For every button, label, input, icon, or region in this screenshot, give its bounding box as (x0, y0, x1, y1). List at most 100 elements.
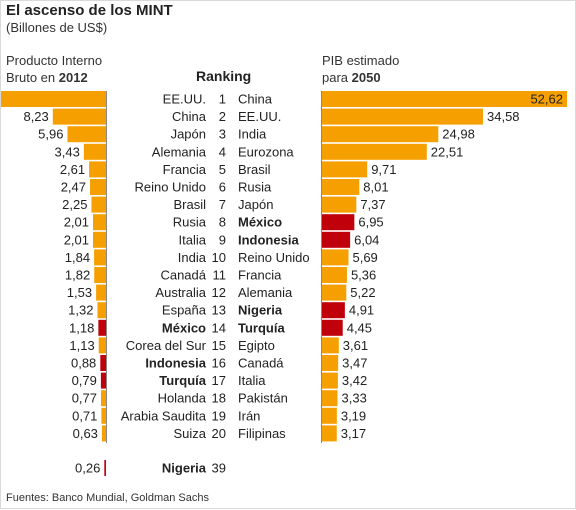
value-label-2012-15: 1,13 (69, 338, 94, 353)
value-label-2050-11: 5,36 (351, 268, 376, 283)
value-label-2012-20: 0,63 (73, 426, 98, 441)
country-label-2050-12: Alemania (238, 285, 293, 300)
country-label-2012-20: Suiza (173, 426, 206, 441)
country-label-2050-5: Brasil (238, 162, 271, 177)
country-label-2012-16: Indonesia (145, 356, 206, 371)
left-column-header: Producto Interno Bruto en 2012 (6, 52, 102, 86)
value-label-2050-5: 9,71 (371, 162, 396, 177)
rank-number-3: 3 (219, 127, 226, 142)
value-label-2012-4: 3,43 (55, 144, 80, 159)
bar-2050-20 (322, 425, 337, 442)
value-label-2050-12: 5,22 (350, 285, 375, 300)
value-label-2050-16: 3,47 (342, 356, 367, 371)
bar-2050-7 (322, 196, 357, 213)
value-label-2050-18: 3,33 (342, 391, 367, 406)
value-label-2012-12: 1,53 (67, 285, 92, 300)
bar-2012-1 (1, 91, 106, 107)
bar-2012-13 (97, 302, 106, 319)
bar-2012-7 (91, 196, 106, 213)
rank-number-16: 16 (212, 356, 226, 371)
value-label-2012-39: 0,26 (75, 461, 100, 476)
value-label-2050-2: 34,58 (487, 109, 520, 124)
value-label-2012-18: 0,77 (72, 391, 97, 406)
value-label-2050-13: 4,91 (349, 303, 374, 318)
value-label-2012-6: 2,47 (61, 180, 86, 195)
rank-number-9: 9 (219, 232, 226, 247)
value-label-2012-2: 8,23 (23, 109, 48, 124)
value-label-2050-9: 6,04 (354, 232, 379, 247)
bar-2012-18 (101, 390, 106, 407)
right-header-line1: PIB estimado (322, 53, 400, 68)
value-label-2050-4: 22,51 (431, 144, 464, 159)
rank-number-13: 13 (212, 303, 226, 318)
bar-2012-11 (94, 267, 106, 283)
bar-2050-13 (322, 302, 345, 319)
country-label-2050-1: China (238, 92, 273, 107)
country-label-2012-11: Canadá (160, 268, 206, 283)
bar-2012-10 (94, 249, 106, 266)
country-label-2050-10: Reino Unido (238, 250, 310, 265)
bar-2050-17 (322, 372, 338, 389)
rank-number-10: 10 (212, 250, 226, 265)
country-label-2050-15: Egipto (238, 338, 275, 353)
value-label-2012-3: 5,96 (38, 127, 63, 142)
country-label-2050-14: Turquía (238, 320, 285, 335)
right-header-prefix: para (322, 70, 349, 85)
bar-2050-1 (322, 91, 567, 107)
bar-2012-2 (52, 108, 106, 125)
bar-2012-3 (67, 126, 106, 143)
bar-2050-11 (322, 267, 347, 283)
bar-2012-17 (100, 372, 106, 389)
left-header-prefix: Bruto en (6, 70, 56, 85)
value-label-2012-8: 2,01 (64, 215, 89, 230)
value-label-2012-17: 0,79 (72, 373, 97, 388)
country-label-2050-9: Indonesia (238, 232, 299, 247)
right-header-line2: para 2050 (322, 69, 399, 86)
left-header-line1: Producto Interno (6, 53, 103, 68)
country-label-2012-6: Reino Unido (134, 180, 206, 195)
country-label-2012-15: Corea del Sur (126, 338, 207, 353)
bar-2050-6 (322, 179, 360, 195)
value-label-2012-16: 0,88 (71, 356, 96, 371)
value-label-2050-6: 8,01 (363, 180, 388, 195)
bar-2012-9 (93, 231, 106, 248)
rank-number-4: 4 (219, 144, 226, 159)
country-label-2012-13: España (162, 303, 207, 318)
rank-number-2: 2 (219, 109, 226, 124)
value-label-2050-8: 6,95 (358, 215, 383, 230)
value-label-2012-10: 1,84 (65, 250, 90, 265)
bar-2050-18 (322, 390, 338, 407)
value-label-2050-3: 24,98 (442, 127, 475, 142)
country-label-2050-2: EE.UU. (238, 109, 281, 124)
value-label-2012-5: 2,61 (60, 162, 85, 177)
rank-number-11: 11 (213, 268, 227, 283)
country-label-2050-17: Italia (238, 373, 266, 388)
right-header-year: 2050 (351, 70, 381, 85)
bar-2012-19 (101, 407, 106, 424)
rank-number-6: 6 (219, 180, 226, 195)
value-label-2012-14: 1,18 (69, 320, 94, 335)
bar-2012-39 (104, 460, 106, 476)
country-label-2012-18: Holanda (158, 391, 207, 406)
country-label-2050-11: Francia (238, 268, 282, 283)
rank-number-18: 18 (212, 391, 226, 406)
bar-2050-10 (322, 249, 349, 266)
country-label-2050-18: Pakistán (238, 391, 288, 406)
country-label-2012-14: México (162, 320, 206, 335)
country-label-2050-16: Canadá (238, 356, 284, 371)
bar-2050-19 (322, 407, 337, 424)
country-label-2050-8: México (238, 215, 282, 230)
country-label-2012-10: India (178, 250, 207, 265)
country-label-2050-7: Japón (238, 197, 273, 212)
rank-number-8: 8 (219, 215, 226, 230)
bar-2012-5 (89, 161, 106, 178)
rank-number-20: 20 (212, 426, 226, 441)
rank-number-14: 14 (212, 320, 226, 335)
bar-2050-2 (322, 108, 484, 125)
bar-2012-6 (90, 179, 106, 195)
rank-number-15: 15 (212, 338, 226, 353)
bar-2012-16 (100, 355, 106, 371)
value-label-2012-9: 2,01 (64, 232, 89, 247)
bar-2012-8 (93, 214, 106, 231)
